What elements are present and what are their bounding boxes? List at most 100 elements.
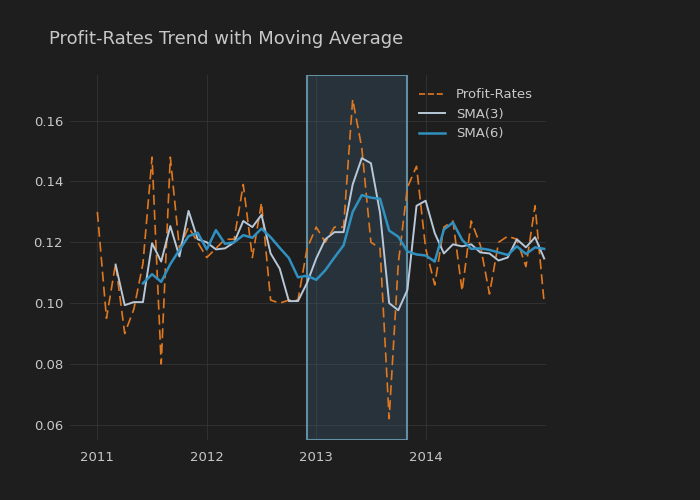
Profit-Rates <box>239 182 248 188</box>
Profit-Rates <box>449 218 457 224</box>
SMA(3) <box>394 307 402 313</box>
Profit-Rates <box>394 260 402 266</box>
SMA(6) <box>430 258 439 264</box>
Profit-Rates <box>184 224 192 230</box>
SMA(3) <box>330 229 339 235</box>
Profit-Rates <box>321 240 330 246</box>
Profit-Rates <box>166 154 174 160</box>
SMA(6) <box>421 252 430 258</box>
SMA(3) <box>220 246 229 252</box>
Bar <box>307 75 407 440</box>
SMA(6) <box>166 261 174 267</box>
SMA(3) <box>522 244 530 250</box>
Profit-Rates <box>175 246 183 252</box>
Line: SMA(3): SMA(3) <box>116 158 544 310</box>
Profit-Rates <box>522 264 530 270</box>
SMA(3) <box>494 258 503 264</box>
SMA(3) <box>120 302 129 308</box>
SMA(3) <box>476 250 484 256</box>
Profit-Rates <box>358 145 366 151</box>
SMA(6) <box>285 255 293 261</box>
Profit-Rates <box>130 306 138 312</box>
SMA(6) <box>248 234 257 240</box>
SMA(3) <box>276 266 284 272</box>
SMA(6) <box>485 247 494 253</box>
SMA(6) <box>367 194 375 200</box>
SMA(3) <box>303 280 312 286</box>
SMA(3) <box>157 258 165 264</box>
Profit-Rates <box>267 297 275 303</box>
SMA(3) <box>485 250 494 256</box>
Profit-Rates <box>340 224 348 230</box>
Profit-Rates <box>421 246 430 252</box>
Profit-Rates <box>512 236 521 242</box>
SMA(3) <box>358 155 366 161</box>
Profit-Rates <box>440 224 448 230</box>
SMA(3) <box>211 246 220 252</box>
Profit-Rates <box>258 200 266 205</box>
SMA(3) <box>467 242 475 248</box>
Profit-Rates <box>148 154 156 160</box>
SMA(3) <box>421 198 430 203</box>
SMA(3) <box>130 299 138 305</box>
SMA(6) <box>330 254 339 260</box>
SMA(6) <box>340 242 348 248</box>
Profit-Rates <box>412 163 421 169</box>
SMA(6) <box>385 228 393 234</box>
Profit-Rates <box>120 330 129 336</box>
SMA(6) <box>540 246 548 252</box>
Profit-Rates <box>276 300 284 306</box>
Profit-Rates <box>349 96 357 102</box>
SMA(6) <box>440 226 448 232</box>
SMA(3) <box>193 236 202 242</box>
Profit-Rates <box>540 300 548 306</box>
Profit-Rates <box>330 224 339 230</box>
SMA(6) <box>394 234 402 239</box>
Profit-Rates <box>503 233 512 239</box>
SMA(6) <box>321 267 330 273</box>
Profit-Rates <box>531 203 539 209</box>
SMA(3) <box>458 244 466 250</box>
SMA(3) <box>503 254 512 260</box>
Profit-Rates <box>202 254 211 260</box>
SMA(6) <box>403 248 412 254</box>
SMA(3) <box>175 254 183 260</box>
SMA(6) <box>294 274 302 280</box>
SMA(3) <box>139 299 147 305</box>
Text: Profit-Rates Trend with Moving Average: Profit-Rates Trend with Moving Average <box>49 30 403 48</box>
SMA(3) <box>166 223 174 229</box>
SMA(6) <box>458 237 466 243</box>
SMA(3) <box>248 224 257 230</box>
SMA(6) <box>303 273 312 279</box>
SMA(6) <box>157 279 165 285</box>
SMA(6) <box>503 252 512 258</box>
Profit-Rates <box>111 260 120 266</box>
SMA(3) <box>349 182 357 188</box>
SMA(6) <box>522 251 530 257</box>
SMA(3) <box>294 298 302 304</box>
SMA(3) <box>531 234 539 240</box>
SMA(6) <box>202 246 211 252</box>
Profit-Rates <box>294 297 302 303</box>
SMA(6) <box>376 196 384 202</box>
Profit-Rates <box>385 416 393 422</box>
SMA(3) <box>184 208 192 214</box>
SMA(6) <box>267 234 275 240</box>
Profit-Rates <box>157 361 165 367</box>
SMA(6) <box>312 277 321 283</box>
Profit-Rates <box>494 240 503 246</box>
Profit-Rates <box>102 316 111 322</box>
Profit-Rates <box>230 236 238 242</box>
Profit-Rates <box>367 240 375 246</box>
SMA(3) <box>111 262 120 268</box>
SMA(3) <box>540 256 548 262</box>
Profit-Rates <box>458 288 466 294</box>
Profit-Rates <box>285 297 293 303</box>
SMA(6) <box>412 252 421 258</box>
SMA(6) <box>139 280 147 286</box>
Profit-Rates <box>139 260 147 266</box>
SMA(3) <box>202 240 211 246</box>
SMA(3) <box>340 229 348 235</box>
Line: SMA(6): SMA(6) <box>143 195 544 284</box>
SMA(3) <box>148 240 156 246</box>
